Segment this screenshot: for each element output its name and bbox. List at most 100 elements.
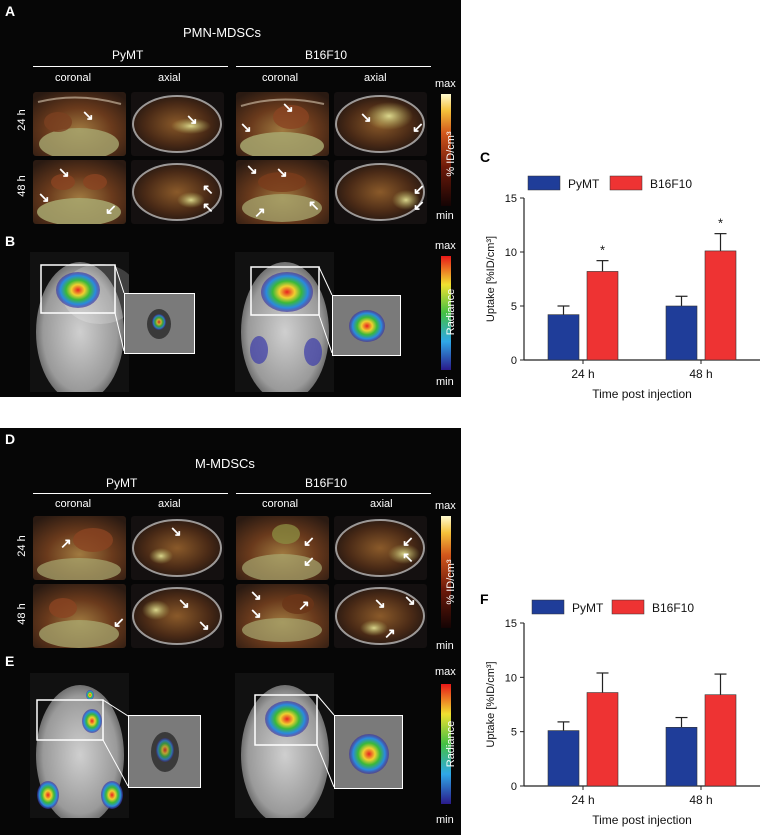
y-tick-label: 15 — [505, 618, 517, 630]
arrow-icon: ↘ — [38, 189, 50, 205]
legend-swatch-b16f10 — [609, 175, 643, 191]
y-axis-label: Uptake [%ID/cm³] — [485, 661, 497, 747]
bar-pymt — [665, 305, 698, 361]
group-label-b16f10: B16F10 — [305, 48, 348, 62]
pet-image — [33, 516, 126, 580]
arrow-icon: ↖ — [308, 197, 320, 213]
bar-b16f10 — [704, 694, 737, 787]
view-label-axial: axial — [158, 498, 181, 510]
group-divider-pymt — [33, 493, 228, 494]
group-label-pymt: PyMT — [106, 476, 138, 490]
arrow-icon: ↘ — [240, 119, 252, 135]
scale-label: % ID/cm³ — [445, 131, 457, 177]
arrow-icon: ↘ — [178, 595, 190, 611]
ex-vivo-image — [124, 293, 195, 354]
group-divider-b16f10 — [236, 493, 431, 494]
legend-swatch-b16f10 — [611, 599, 645, 615]
ex-vivo-image — [334, 715, 403, 789]
radiance-colorbar — [441, 684, 451, 804]
x-tick-label: 48 h — [689, 367, 712, 381]
arrow-icon: ↖ — [202, 181, 214, 197]
zoom-box — [40, 264, 125, 352]
radiance-colorbar — [441, 256, 451, 370]
zoom-box — [254, 694, 335, 788]
arrow-icon: ↘ — [374, 595, 386, 611]
arrow-icon: ↙ — [402, 533, 414, 549]
row-label-48h: 48 h — [16, 603, 28, 625]
pet-colorbar — [441, 94, 451, 206]
pet-image — [131, 160, 224, 224]
view-label-coronal: coronal — [262, 498, 299, 510]
y-tick-label: 5 — [511, 301, 517, 313]
scale-min: min — [436, 640, 454, 652]
arrow-icon: ↘ — [360, 109, 372, 125]
view-label-coronal: coronal — [55, 72, 92, 84]
ex-vivo-image — [332, 295, 401, 356]
panel-d-e: D M-MDSCs PyMT B16F10 coronal axial coro… — [0, 428, 461, 835]
pet-image — [334, 584, 427, 648]
scale-max: max — [435, 78, 456, 90]
row-label-24h: 24 h — [16, 535, 28, 557]
pet-colorbar — [441, 516, 451, 628]
group-label-b16f10: B16F10 — [305, 476, 348, 490]
scale-max: max — [435, 240, 456, 252]
scale-max: max — [435, 500, 456, 512]
chart-f-svg: F PyMT B16F10 0 5 10 15 Uptake [%ID/cm³] 24 h 48 … — [480, 591, 760, 827]
y-tick-label: 10 — [505, 672, 517, 684]
pet-image — [236, 160, 329, 224]
x-axis-label: Time post injection — [592, 387, 692, 401]
view-label-coronal: coronal — [262, 72, 299, 84]
x-tick-label: 24 h — [571, 367, 594, 381]
y-axis-label: Uptake [%ID/cm³] — [485, 236, 497, 322]
arrow-icon: ↗ — [384, 625, 396, 641]
ex-vivo-image — [128, 715, 201, 788]
zoom-box — [36, 699, 129, 787]
pet-image — [131, 92, 224, 156]
arrow-icon: ↙ — [105, 201, 117, 217]
pet-image — [236, 92, 329, 156]
view-label-coronal: coronal — [55, 498, 92, 510]
arrow-icon: ↘ — [250, 605, 262, 621]
scale-label: Radiance — [445, 288, 457, 336]
scale-max: max — [435, 666, 456, 678]
chart-c-svg: C PyMT B16F10 0 5 10 15 Uptake [%ID/cm³] 24 h * 48… — [480, 149, 760, 401]
scale-min: min — [436, 376, 454, 388]
arrow-icon: ↘ — [58, 164, 70, 180]
panel-letter-d: D — [5, 431, 16, 447]
legend-label-b16f10: B16F10 — [650, 177, 692, 191]
significance-marker: * — [718, 216, 723, 231]
arrow-icon: ↘ — [186, 111, 198, 127]
legend-label-b16f10: B16F10 — [652, 601, 694, 615]
arrow-icon: ↘ — [170, 523, 182, 539]
panel-letter-b: B — [5, 233, 16, 249]
chart-c: C PyMT B16F10 0 5 10 15 Uptake [%ID/cm³] 24 h * 48… — [466, 140, 766, 420]
bar-b16f10 — [704, 250, 737, 361]
row-label-24h: 24 h — [16, 109, 28, 131]
bar-b16f10 — [586, 271, 619, 361]
y-tick-label: 10 — [505, 247, 517, 259]
pet-image — [33, 160, 126, 224]
y-tick-label: 0 — [511, 355, 517, 367]
arrow-icon: ↖ — [202, 199, 214, 215]
view-label-axial: axial — [370, 498, 393, 510]
zoom-box — [250, 266, 333, 354]
bar-b16f10 — [586, 692, 619, 787]
arrow-icon: ↘ — [250, 587, 262, 603]
pet-image — [33, 92, 126, 156]
chart-f: F PyMT B16F10 0 5 10 15 Uptake [%ID/cm³] 24 h 48 … — [466, 590, 766, 835]
x-axis-label: Time post injection — [592, 813, 692, 827]
bar-pymt — [547, 730, 580, 787]
bar-pymt — [547, 314, 580, 361]
arrow-icon: ↙ — [113, 614, 125, 630]
legend-label-pymt: PyMT — [572, 601, 604, 615]
arrow-icon: ↘ — [82, 107, 94, 123]
scale-label: % ID/cm³ — [445, 559, 457, 605]
arrow-icon: ↘ — [198, 617, 210, 633]
arrow-icon: ↗ — [60, 535, 72, 551]
panel-d-title: M-MDSCs — [195, 456, 255, 471]
panel-letter-c: C — [480, 149, 490, 165]
y-tick-label: 15 — [505, 193, 517, 205]
pet-image — [236, 516, 329, 580]
arrow-icon: ↘ — [276, 164, 288, 180]
legend-swatch-pymt — [527, 175, 561, 191]
